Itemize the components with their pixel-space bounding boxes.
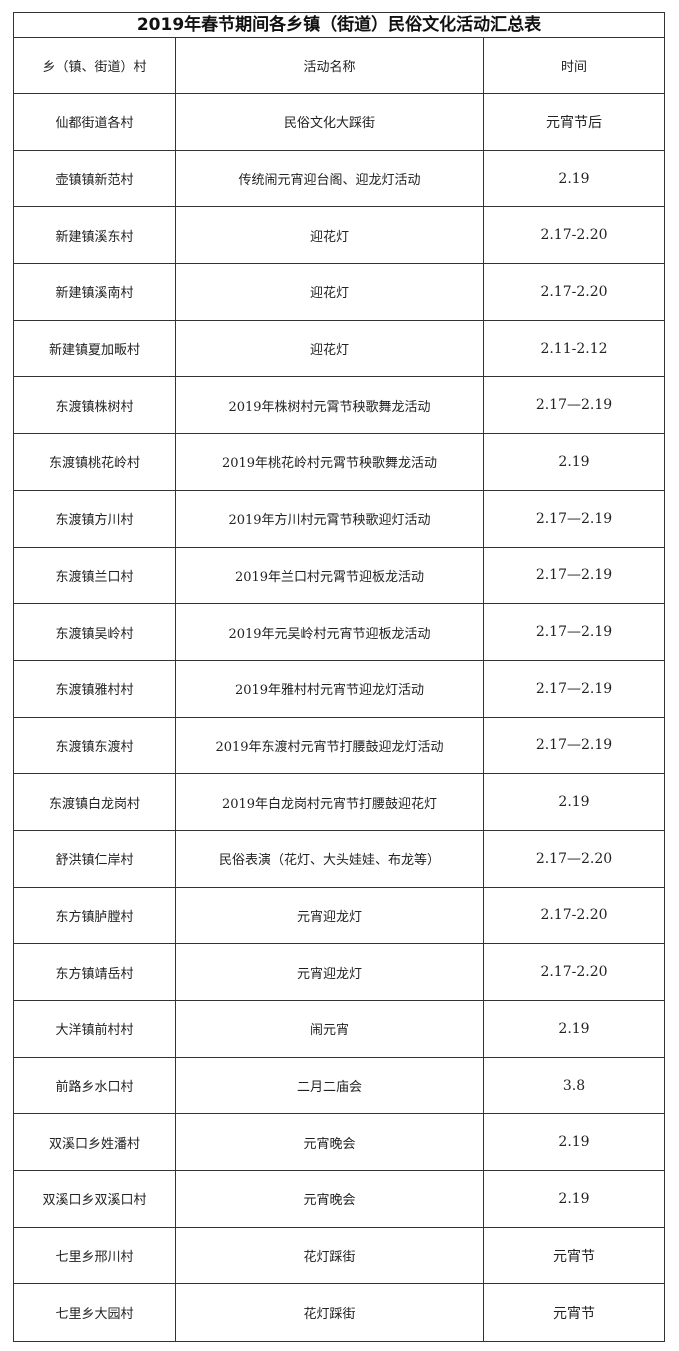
table-row: 东渡镇桃花岭村 2019年桃花岭村元霄节秧歌舞龙活动 2.19 <box>14 434 664 491</box>
table-row: 前路乡水口村 二月二庙会 3.8 <box>14 1057 664 1115</box>
activity-cell: 元宵迎龙灯 <box>176 887 484 944</box>
time-cell: 2.17—2.19 <box>535 567 613 584</box>
village-cell: 七里乡大园村 <box>14 1284 176 1342</box>
header-activity: 活动名称 <box>176 38 484 93</box>
activity-cell: 二月二庙会 <box>176 1057 484 1114</box>
time-cell: 2.17-2.20 <box>540 964 608 981</box>
village-cell: 大洋镇前村村 <box>14 1001 176 1057</box>
village-cell: 东渡镇雅村村 <box>14 660 176 717</box>
time-cell: 2.11-2.12 <box>540 340 608 357</box>
time-cell: 2.17-2.20 <box>540 907 608 924</box>
village-cell: 东渡镇桃花岭村 <box>14 434 176 490</box>
village-cell: 东渡镇东渡村 <box>14 717 176 774</box>
village-cell: 东方镇胪膛村 <box>14 887 176 944</box>
activity-cell: 2019年白龙岗村元宵节打腰鼓迎花灯 <box>176 774 484 830</box>
village-cell: 前路乡水口村 <box>14 1057 176 1114</box>
table-row: 壶镇镇新范村 传统闹元宵迎台阁、迎龙灯活动 2.19 <box>14 150 664 208</box>
activity-cell: 传统闹元宵迎台阁、迎龙灯活动 <box>176 150 484 207</box>
table-row: 东方镇胪膛村 元宵迎龙灯 2.17-2.20 <box>14 887 664 945</box>
activity-cell: 民俗表演（花灯、大头娃娃、布龙等） <box>176 830 484 887</box>
header-time: 时间 <box>560 60 587 75</box>
table-row: 大洋镇前村村 闹元宵 2.19 <box>14 1001 664 1058</box>
activity-cell: 花灯踩街 <box>176 1284 484 1342</box>
time-cell: 2.17—2.19 <box>535 510 613 527</box>
activity-cell: 2019年雅村村元宵节迎龙灯活动 <box>176 660 484 717</box>
time-cell: 2.19 <box>558 1190 590 1207</box>
time-cell: 2.19 <box>558 1020 590 1037</box>
village-cell: 双溪口乡姓潘村 <box>14 1114 176 1171</box>
village-cell: 新建镇溪东村 <box>14 207 176 264</box>
table-row: 东渡镇白龙岗村 2019年白龙岗村元宵节打腰鼓迎花灯 2.19 <box>14 774 664 831</box>
table-title: 2019年春节期间各乡镇（街道）民俗文化活动汇总表 <box>14 13 664 38</box>
village-cell: 仙都街道各村 <box>14 94 176 150</box>
village-cell: 新建镇夏加畈村 <box>14 320 176 377</box>
activity-cell: 2019年桃花岭村元霄节秧歌舞龙活动 <box>176 434 484 490</box>
activity-cell: 2019年方川村元霄节秧歌迎灯活动 <box>176 490 484 547</box>
activity-cell: 2019年东渡村元宵节打腰鼓迎龙灯活动 <box>176 717 484 774</box>
village-cell: 双溪口乡双溪口村 <box>14 1171 176 1227</box>
time-cell: 元宵节 <box>553 1248 595 1265</box>
activity-cell: 元宵晚会 <box>176 1114 484 1171</box>
time-cell: 3.8 <box>562 1077 586 1094</box>
time-cell: 2.19 <box>558 170 590 187</box>
time-cell: 2.17-2.20 <box>540 283 608 300</box>
table-row: 双溪口乡双溪口村 元宵晚会 2.19 <box>14 1171 664 1228</box>
time-cell: 2.17—2.19 <box>535 680 613 697</box>
table-row: 七里乡邢川村 花灯踩街 元宵节 <box>14 1227 664 1285</box>
village-cell: 东渡镇株树村 <box>14 377 176 434</box>
table-row: 东渡镇兰口村 2019年兰口村元霄节迎板龙活动 2.17—2.19 <box>14 547 664 605</box>
table-row: 仙都街道各村 民俗文化大踩街 元宵节后 <box>14 94 664 151</box>
activity-cell: 2019年株树村元霄节秧歌舞龙活动 <box>176 377 484 434</box>
time-cell: 2.17—2.20 <box>535 850 613 867</box>
time-cell: 元宵节 <box>553 1305 595 1322</box>
activity-cell: 迎花灯 <box>176 264 484 320</box>
table-row: 东渡镇吴岭村 2019年元吴岭村元宵节迎板龙活动 2.17—2.19 <box>14 604 664 661</box>
table-row: 舒洪镇仁岸村 民俗表演（花灯、大头娃娃、布龙等） 2.17—2.20 <box>14 830 664 888</box>
activity-cell: 2019年元吴岭村元宵节迎板龙活动 <box>176 604 484 660</box>
village-cell: 东渡镇方川村 <box>14 490 176 547</box>
header-row: 乡（镇、街道）村 活动名称 时间 <box>14 38 664 94</box>
village-cell: 东渡镇白龙岗村 <box>14 774 176 830</box>
time-cell: 2.17—2.19 <box>535 624 613 641</box>
table-row: 东渡镇雅村村 2019年雅村村元宵节迎龙灯活动 2.17—2.19 <box>14 660 664 718</box>
table-row: 新建镇夏加畈村 迎花灯 2.11-2.12 <box>14 320 664 378</box>
table-row: 东渡镇东渡村 2019年东渡村元宵节打腰鼓迎龙灯活动 2.17—2.19 <box>14 717 664 775</box>
table-row: 东渡镇方川村 2019年方川村元霄节秧歌迎灯活动 2.17—2.19 <box>14 490 664 548</box>
time-cell: 2.19 <box>558 453 590 470</box>
activity-summary-table: 2019年春节期间各乡镇（街道）民俗文化活动汇总表 乡（镇、街道）村 活动名称 … <box>13 12 665 1343</box>
table-body: 仙都街道各村 民俗文化大踩街 元宵节后壶镇镇新范村 传统闹元宵迎台阁、迎龙灯活动 2.1… <box>14 94 664 1342</box>
table-row: 七里乡大园村 花灯踩街 元宵节 <box>14 1284 664 1342</box>
activity-cell: 迎花灯 <box>176 320 484 377</box>
activity-cell: 迎花灯 <box>176 207 484 264</box>
village-cell: 东渡镇吴岭村 <box>14 604 176 660</box>
table-row: 东渡镇株树村 2019年株树村元霄节秧歌舞龙活动 2.17—2.19 <box>14 377 664 435</box>
activity-cell: 闹元宵 <box>176 1001 484 1057</box>
header-village: 乡（镇、街道）村 <box>14 38 176 93</box>
activity-cell: 元宵迎龙灯 <box>176 944 484 1000</box>
village-cell: 壶镇镇新范村 <box>14 150 176 207</box>
table-row: 新建镇溪南村 迎花灯 2.17-2.20 <box>14 264 664 321</box>
village-cell: 东方镇靖岳村 <box>14 944 176 1000</box>
activity-cell: 2019年兰口村元霄节迎板龙活动 <box>176 547 484 604</box>
village-cell: 新建镇溪南村 <box>14 264 176 320</box>
table-row: 东方镇靖岳村 元宵迎龙灯 2.17-2.20 <box>14 944 664 1001</box>
time-cell: 2.19 <box>558 794 590 811</box>
activity-cell: 花灯踩街 <box>176 1227 484 1284</box>
village-cell: 七里乡邢川村 <box>14 1227 176 1284</box>
activity-cell: 民俗文化大踩街 <box>176 94 484 150</box>
table-row: 双溪口乡姓潘村 元宵晚会 2.19 <box>14 1114 664 1172</box>
village-cell: 东渡镇兰口村 <box>14 547 176 604</box>
time-cell: 2.17—2.19 <box>535 737 613 754</box>
time-cell: 2.19 <box>558 1134 590 1151</box>
time-cell: 2.17-2.20 <box>540 227 608 244</box>
table-row: 新建镇溪东村 迎花灯 2.17-2.20 <box>14 207 664 265</box>
village-cell: 舒洪镇仁岸村 <box>14 830 176 887</box>
time-cell: 元宵节后 <box>546 114 602 131</box>
activity-cell: 元宵晚会 <box>176 1171 484 1227</box>
time-cell: 2.17—2.19 <box>535 397 613 414</box>
